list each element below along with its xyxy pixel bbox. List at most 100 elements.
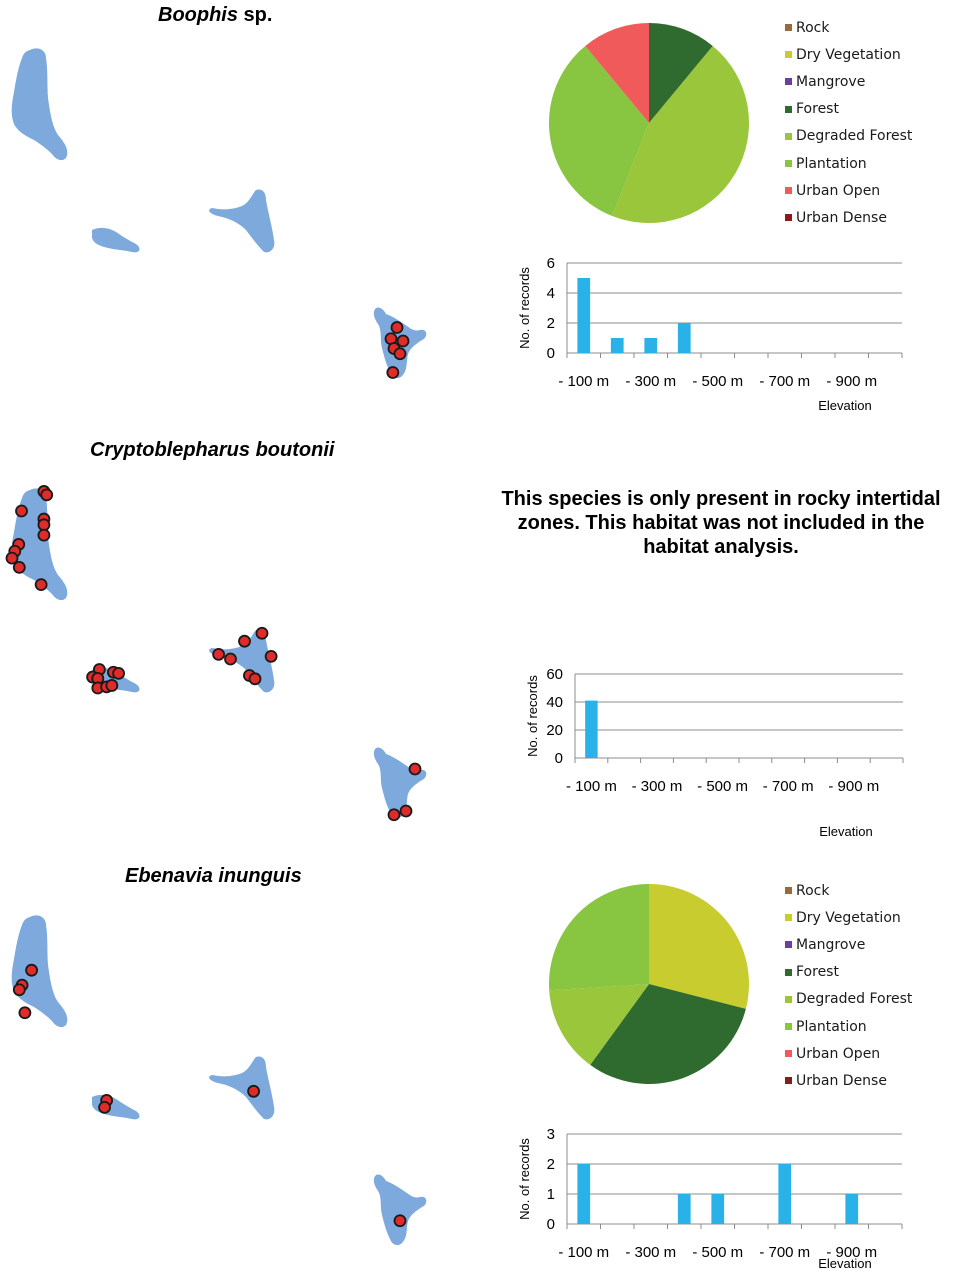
- y-tick-label: 60: [546, 666, 563, 683]
- x-tick-label: - 700 m: [759, 373, 810, 390]
- record-point: [396, 334, 410, 348]
- habitat-pie-chart: [549, 884, 749, 1084]
- x-tick-label: - 100 m: [566, 778, 617, 795]
- legend-label: Rock: [796, 882, 830, 899]
- x-tick-label: - 900 m: [826, 1244, 877, 1261]
- record-point: [12, 983, 26, 997]
- legend-swatch: [785, 995, 792, 1003]
- legend-swatch: [785, 132, 792, 140]
- legend-item: Forest: [785, 959, 912, 986]
- x-axis-title: Elevation: [819, 824, 872, 839]
- habitat-pie-chart: [549, 23, 749, 223]
- elevation-bar-chart: 0 1 2 3 - 100 m - 300 m - 500 m - 700 m - 900 m N…: [517, 1126, 903, 1271]
- y-tick-label: 4: [547, 285, 555, 302]
- pie-slice-plantation: [549, 884, 649, 991]
- legend-label: Forest: [796, 964, 839, 981]
- species-title: Ebenavia inunguis: [125, 865, 302, 888]
- y-tick-label: 0: [547, 345, 555, 362]
- y-tick-label: 2: [547, 315, 555, 332]
- legend-swatch: [785, 51, 792, 59]
- panel-boophis: Boophis sp. Rock Dry Vegetation Mangrove Fo…: [0, 0, 961, 425]
- legend-item: Forest: [785, 96, 912, 123]
- legend-label: Degraded Forest: [796, 991, 913, 1008]
- record-point: [393, 1214, 407, 1228]
- species-name-italic: Boophis: [158, 4, 238, 26]
- legend-label: Urban Dense: [796, 1072, 887, 1089]
- bar: [677, 323, 691, 353]
- y-axis-title: No. of records: [525, 675, 540, 757]
- legend-label: Degraded Forest: [796, 128, 913, 145]
- elevation-bar-chart: 0 2 4 6 - 100 m - 300 m - 500 m - 700 m - 900 m N…: [517, 255, 903, 413]
- legend-swatch: [785, 78, 792, 86]
- comoros-map: [11, 915, 427, 1246]
- island-grande-comore: [11, 48, 68, 161]
- legend-item: Urban Dense: [785, 204, 912, 231]
- bar: [778, 1164, 792, 1224]
- island-grande-comore: [11, 488, 68, 601]
- species-title: Boophis sp.: [158, 4, 272, 27]
- legend-label: Plantation: [796, 155, 867, 172]
- x-tick-label: - 100 m: [558, 373, 609, 390]
- y-tick-label: 0: [555, 750, 563, 767]
- x-tick-label: - 300 m: [625, 373, 676, 390]
- x-tick-label: - 100 m: [558, 1244, 609, 1261]
- record-point: [393, 347, 407, 361]
- record-point: [386, 366, 400, 379]
- record-point: [212, 647, 226, 661]
- record-point: [98, 1100, 111, 1114]
- legend-label: Rock: [796, 19, 830, 36]
- legend-label: Urban Open: [796, 182, 881, 199]
- record-point: [387, 808, 401, 822]
- legend-swatch: [785, 941, 792, 949]
- record-point: [37, 528, 51, 542]
- legend-label: Mangrove: [796, 936, 866, 953]
- legend-swatch: [785, 24, 792, 32]
- record-point: [5, 551, 19, 565]
- pie-slice-plantation: [549, 45, 649, 216]
- x-tick-label: - 500 m: [692, 373, 743, 390]
- y-tick-label: 1: [547, 1186, 555, 1203]
- record-point: [18, 1006, 32, 1020]
- legend-label: Dry Vegetation: [796, 909, 901, 926]
- record-point: [25, 963, 39, 977]
- legend-item: Plantation: [785, 1013, 912, 1040]
- bar: [644, 338, 658, 353]
- species-title: Cryptoblepharus boutonii: [90, 439, 334, 462]
- legend-label: Mangrove: [796, 73, 866, 90]
- species-name-italic: Cryptoblepharus boutonii: [90, 439, 335, 461]
- record-point: [264, 649, 278, 663]
- legend-label: Urban Open: [796, 1045, 881, 1062]
- legend-swatch: [785, 887, 792, 895]
- record-point: [247, 1084, 261, 1098]
- species-name-suffix: sp.: [238, 4, 273, 26]
- bar: [677, 1194, 691, 1224]
- comoros-map: [11, 48, 427, 379]
- record-point: [224, 652, 237, 666]
- x-tick-label: - 900 m: [828, 778, 879, 795]
- island-mayotte: [373, 747, 427, 819]
- legend-item: Degraded Forest: [785, 986, 912, 1013]
- record-point: [255, 626, 269, 640]
- y-tick-label: 40: [546, 694, 563, 711]
- bar: [845, 1194, 859, 1224]
- legend-swatch: [785, 968, 792, 976]
- pie-slice-degraded-forest: [612, 45, 749, 223]
- y-axis-title: No. of records: [517, 267, 532, 349]
- x-axis-title: Elevation: [818, 1256, 871, 1271]
- pie-slice-forest: [590, 984, 746, 1084]
- y-tick-label: 0: [547, 1216, 555, 1233]
- record-point: [37, 518, 51, 532]
- pie-slice-degraded-forest: [549, 984, 649, 1065]
- x-tick-label: - 300 m: [625, 1244, 676, 1261]
- record-point: [105, 679, 119, 692]
- record-point: [238, 634, 251, 648]
- habitat-legend: Rock Dry Vegetation Mangrove Forest Degraded…: [785, 877, 912, 1095]
- legend-item: Mangrove: [785, 931, 912, 958]
- legend-label: Dry Vegetation: [796, 46, 901, 63]
- panel-ebenavia: Ebenavia inunguis Rock Dry Vegetation Mang…: [0, 855, 961, 1273]
- x-tick-label: - 700 m: [759, 1244, 810, 1261]
- legend-item: Mangrove: [785, 68, 912, 95]
- record-point: [408, 762, 422, 776]
- legend-swatch: [785, 1023, 792, 1031]
- bar: [711, 1194, 725, 1224]
